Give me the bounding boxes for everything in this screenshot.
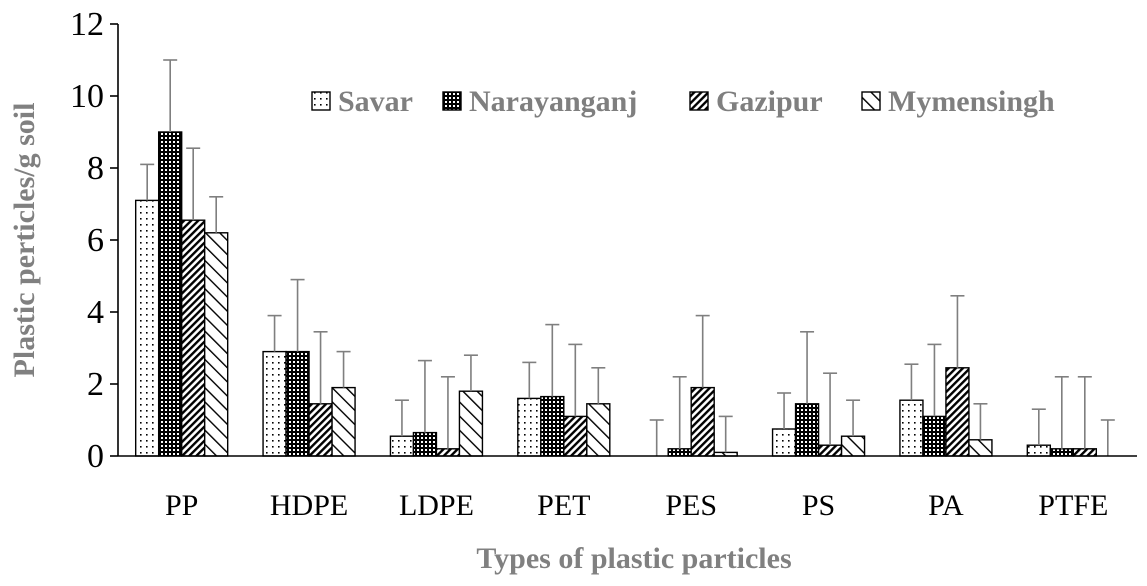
x-category-label: PA xyxy=(928,489,964,522)
y-tick-label: 0 xyxy=(87,438,104,475)
legend-label-savar: Savar xyxy=(338,85,413,118)
bar-gazipur-pes xyxy=(690,386,715,457)
bar-mymensingh-ldpe xyxy=(458,390,484,457)
legend-swatch-gazipur xyxy=(689,91,709,111)
bar-narayanganj-pa xyxy=(922,415,947,457)
bar-savar-ldpe xyxy=(389,435,415,457)
bar-savar-ps xyxy=(771,428,797,457)
x-axis-title: Types of plastic particles xyxy=(476,542,791,575)
bar-savar-ptfe xyxy=(1026,444,1052,457)
bar-narayanganj-hdpe xyxy=(285,350,310,457)
legend-swatch-savar xyxy=(311,91,331,111)
bar-mymensingh-pp xyxy=(203,232,229,457)
bar-narayanganj-ptfe xyxy=(1049,448,1075,457)
bar-narayanganj-ldpe xyxy=(412,431,438,457)
y-tick-label: 4 xyxy=(87,294,104,331)
legend-swatch-narayanganj xyxy=(442,91,462,111)
bar-narayanganj-ps xyxy=(794,403,820,457)
plot-area: 0 2 4 6 8 10 12 PP HDPE LDPE PET PES PS PA PTFE xyxy=(70,6,1137,522)
legend-label-gazipur: Gazipur xyxy=(716,85,823,118)
bar-mymensingh-ps xyxy=(840,435,866,457)
legend: Savar Narayanganj Gazipur Mymensingh xyxy=(311,85,1055,118)
x-category-label: PET xyxy=(537,489,590,522)
bar-savar-pp xyxy=(134,199,160,457)
bar-narayanganj-pes xyxy=(667,448,692,457)
bar-gazipur-pa xyxy=(945,367,970,457)
bar-gazipur-ldpe xyxy=(435,448,461,457)
x-category-label: PS xyxy=(802,489,835,522)
legend-label-mymensingh: Mymensingh xyxy=(888,85,1055,118)
bar-narayanganj-pp xyxy=(157,131,183,457)
y-axis-title: Plastic perticles/g soil xyxy=(8,103,41,378)
y-tick-label: 12 xyxy=(70,6,104,43)
bar-mymensingh-pet xyxy=(586,403,611,457)
x-category-label: LDPE xyxy=(399,489,474,522)
x-category-label: PTFE xyxy=(1038,489,1108,522)
bar-gazipur-pet xyxy=(563,415,588,457)
bar-narayanganj-pet xyxy=(540,395,565,457)
y-tick-label: 6 xyxy=(87,222,104,259)
y-tick-label: 2 xyxy=(87,366,104,403)
x-category-label: PP xyxy=(165,489,198,522)
bar-gazipur-ps xyxy=(817,444,843,457)
bar-savar-hdpe xyxy=(262,350,287,457)
bar-gazipur-pp xyxy=(180,219,206,457)
bar-gazipur-ptfe xyxy=(1072,448,1098,457)
legend-label-narayanganj: Narayanganj xyxy=(469,85,637,118)
x-category-label: HDPE xyxy=(270,489,348,522)
y-tick-label: 8 xyxy=(87,150,104,187)
bar-savar-pet xyxy=(517,397,542,457)
bar-mymensingh-pa xyxy=(968,439,993,457)
bar-mymensingh-hdpe xyxy=(331,386,356,457)
legend-swatch-mymensingh xyxy=(861,91,881,111)
bar-savar-pa xyxy=(899,399,924,457)
y-tick-label: 10 xyxy=(70,78,104,115)
x-category-label: PES xyxy=(665,489,717,522)
bar-gazipur-hdpe xyxy=(308,403,333,457)
